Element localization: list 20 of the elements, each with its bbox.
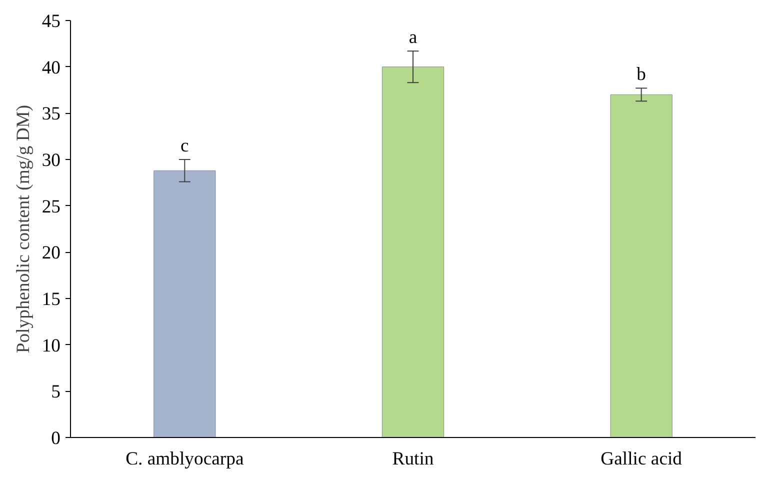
x-tick-label: Gallic acid (600, 448, 683, 470)
y-tick-label: 0 (51, 428, 60, 449)
annotation: a (408, 27, 418, 48)
y-tick-label: 5 (51, 382, 60, 403)
y-axis-title: Polyphenolic content (mg/g DM) (12, 104, 34, 354)
x-tick-label: C. amblyocarpa (126, 448, 244, 470)
annotation: b (636, 64, 646, 86)
y-tick-label: 25 (42, 196, 60, 218)
bar (382, 66, 444, 438)
y-tick-label: 35 (42, 104, 60, 125)
y-tick-label: 20 (42, 242, 60, 264)
y-tick-label: 40 (42, 57, 60, 78)
bar (154, 170, 216, 438)
bar (610, 94, 672, 438)
y-tick-label: 30 (42, 150, 60, 171)
y-tick-label: 10 (42, 335, 60, 356)
x-tick-label: Rutin (392, 448, 434, 470)
annotation: c (180, 136, 189, 156)
y-tick-label: 15 (42, 289, 60, 310)
y-tick-label: 45 (42, 11, 60, 32)
